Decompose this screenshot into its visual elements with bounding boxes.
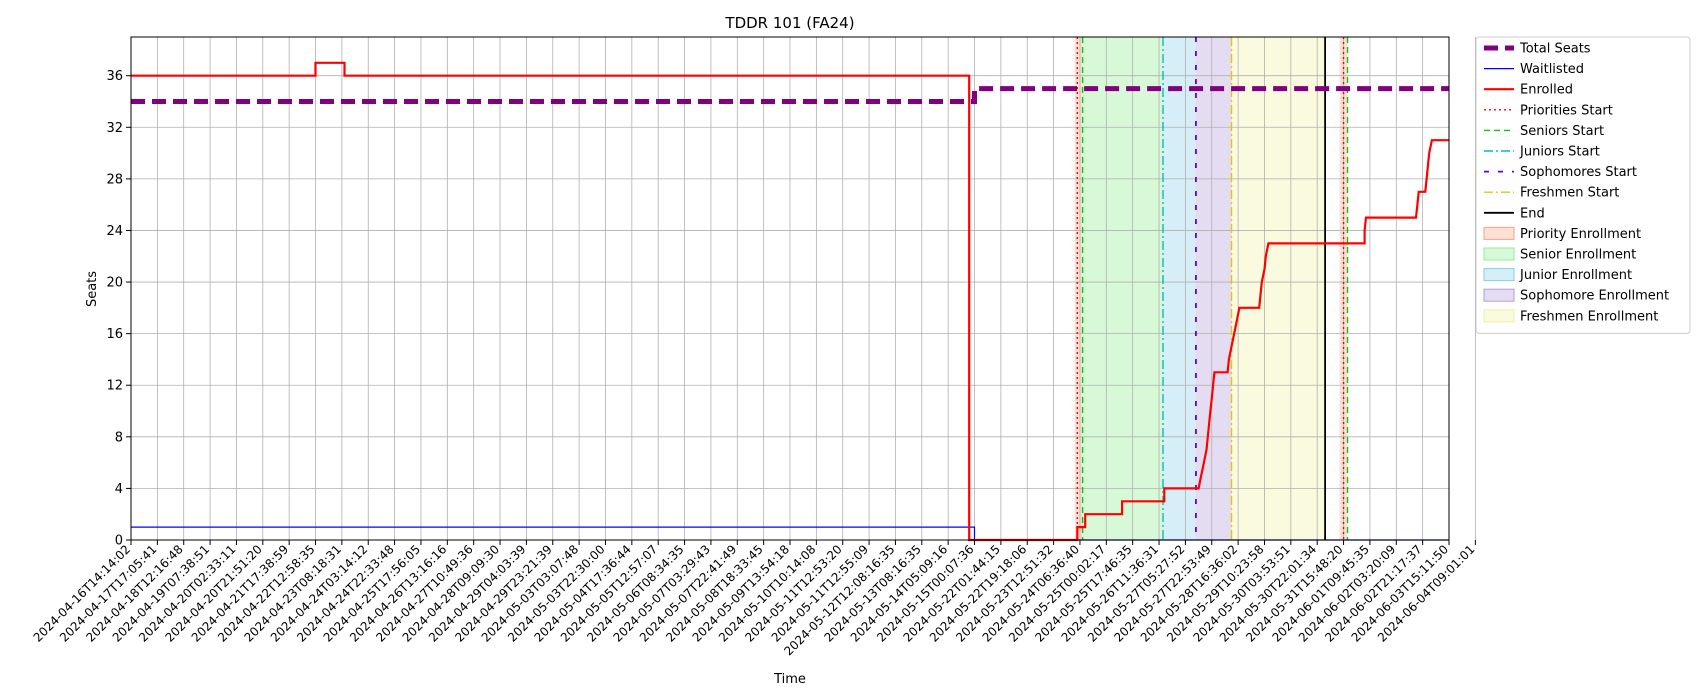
shaded-region bbox=[1162, 37, 1196, 540]
legend-label: Priority Enrollment bbox=[1520, 227, 1641, 242]
shaded-regions bbox=[1074, 37, 1348, 540]
y-axis-label: Seats bbox=[85, 271, 100, 307]
legend-label: Total Seats bbox=[1519, 42, 1591, 57]
y-tick-label: 0 bbox=[115, 534, 123, 549]
legend: Total Seats Waitlisted Enrolled Priorities … bbox=[1475, 36, 1691, 334]
chart-title: TDDR 101 (FA24) bbox=[724, 14, 854, 32]
legend-label: Seniors Start bbox=[1520, 124, 1604, 139]
legend-label: Freshmen Enrollment bbox=[1520, 309, 1658, 324]
legend-swatch bbox=[1483, 226, 1515, 240]
y-tick-label: 28 bbox=[106, 172, 123, 187]
y-tick-label: 32 bbox=[106, 121, 123, 136]
x-axis-label: Time bbox=[773, 672, 806, 687]
legend-label: Waitlisted bbox=[1520, 62, 1584, 77]
shaded-region bbox=[1195, 37, 1232, 540]
legend-label: Freshmen Start bbox=[1520, 186, 1619, 201]
phase-start-lines bbox=[1076, 37, 1349, 540]
x-axis: 2024-04-16T14:14:022024-04-17T17:05:4120… bbox=[31, 540, 1477, 658]
legend-label: Junior Enrollment bbox=[1519, 268, 1632, 283]
y-axis: 0 4 8 12 16 20 24 28 32 36 bbox=[106, 69, 131, 549]
legend-label: Priorities Start bbox=[1520, 103, 1613, 118]
legend-label: Senior Enrollment bbox=[1520, 248, 1636, 263]
legend-swatch bbox=[1483, 309, 1515, 323]
legend-label: End bbox=[1520, 206, 1545, 221]
y-tick-label: 24 bbox=[106, 224, 123, 239]
y-tick-label: 8 bbox=[115, 430, 123, 445]
legend-label: Sophomores Start bbox=[1520, 165, 1637, 180]
shaded-region bbox=[1074, 37, 1083, 540]
legend-swatch bbox=[1483, 288, 1515, 302]
series-line bbox=[131, 61, 1449, 542]
shaded-region bbox=[1231, 37, 1326, 540]
legend-swatch bbox=[1483, 247, 1515, 261]
y-tick-label: 4 bbox=[115, 482, 123, 497]
y-tick-label: 20 bbox=[106, 276, 123, 291]
series-line bbox=[131, 86, 1449, 104]
shaded-region bbox=[1082, 37, 1163, 540]
legend-swatch bbox=[1483, 268, 1515, 282]
y-tick-label: 16 bbox=[106, 327, 123, 342]
legend-label: Sophomore Enrollment bbox=[1520, 289, 1669, 304]
legend-frame bbox=[1475, 36, 1691, 334]
legend-label: Enrolled bbox=[1520, 83, 1573, 98]
y-tick-label: 36 bbox=[106, 69, 123, 84]
legend-label: Juniors Start bbox=[1519, 145, 1600, 160]
y-tick-label: 12 bbox=[106, 379, 123, 394]
